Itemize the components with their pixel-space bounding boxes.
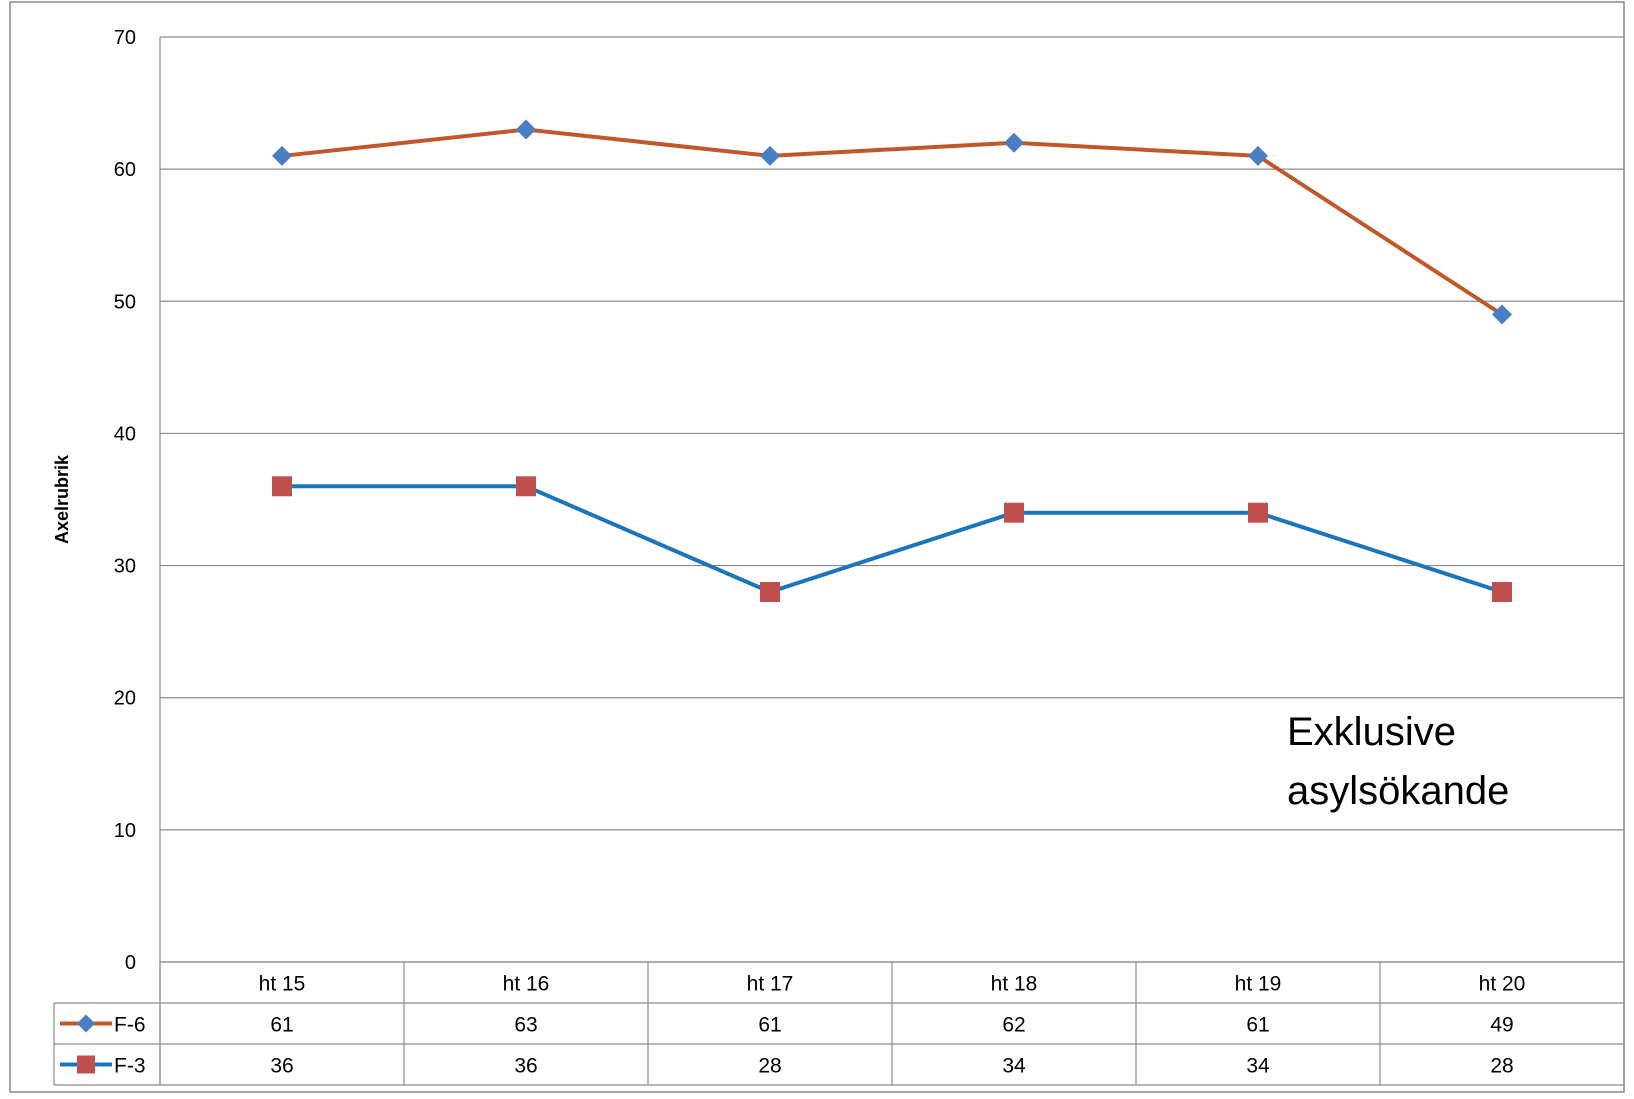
annotation-text: asylsökande [1287,769,1509,813]
data-point [1248,145,1268,166]
chart-border [9,1,1625,1093]
series-line [282,484,1503,594]
x-tick-label: ht 19 [1235,973,1282,996]
labels: 0 10 20 30 40 50 60 70 Axelrubrik Exklusive asylsö… [52,27,1509,974]
data-point [272,476,292,497]
data-table-value: 61 [1246,1014,1269,1037]
x-tick-label: ht 17 [747,973,794,996]
data-table-value: 61 [758,1014,781,1037]
x-tick-label: ht 16 [503,973,550,996]
x-tick-label: ht 20 [1479,973,1526,996]
y-axis-label: Axelrubrik [52,454,72,544]
data-table-value: 63 [514,1014,537,1037]
series-layer [272,119,1512,602]
x-tick-label: ht 18 [991,973,1038,996]
y-tick-label: 30 [114,556,136,578]
data-point [516,119,536,140]
data-table-value: 61 [270,1014,293,1037]
y-tick-label: 60 [114,159,136,181]
data-point [1492,582,1512,602]
y-tick-label: 40 [114,423,136,445]
y-tick-label: 0 [125,952,136,974]
data-table-value: 62 [1002,1014,1025,1037]
data-point [1004,132,1024,153]
data-point [516,476,536,497]
data-point [1004,502,1024,523]
series-line [281,127,1504,317]
annotation-text: Exklusive [1287,710,1456,754]
data-table: ht 15 ht 16 ht 17 ht 18 ht 19 ht 20 F-6 61 63 61 6… [53,961,1625,1086]
x-tick-label: ht 15 [259,973,306,996]
legend-entry: F-6 [114,1014,146,1037]
y-tick-label: 50 [114,291,136,313]
data-table-value: 28 [1490,1055,1513,1078]
data-table-value: 28 [758,1055,781,1078]
legend-key-marker [77,1014,95,1033]
gridlines [159,36,1624,1085]
data-table-value: 36 [514,1055,537,1078]
data-point [1492,304,1512,325]
data-table-value: 36 [270,1055,293,1078]
data-table-value: 34 [1002,1055,1026,1078]
data-table-value: 34 [1246,1055,1270,1078]
data-point [760,582,780,602]
legend-key-marker [77,1055,95,1074]
data-table-value: 49 [1490,1014,1513,1037]
y-tick-label: 20 [114,688,136,710]
y-tick-label: 70 [114,27,136,49]
y-tick-label: 10 [114,820,136,842]
data-point [1248,502,1268,523]
legend-entry: F-3 [114,1055,146,1078]
data-point [760,145,780,166]
data-point [272,145,292,166]
